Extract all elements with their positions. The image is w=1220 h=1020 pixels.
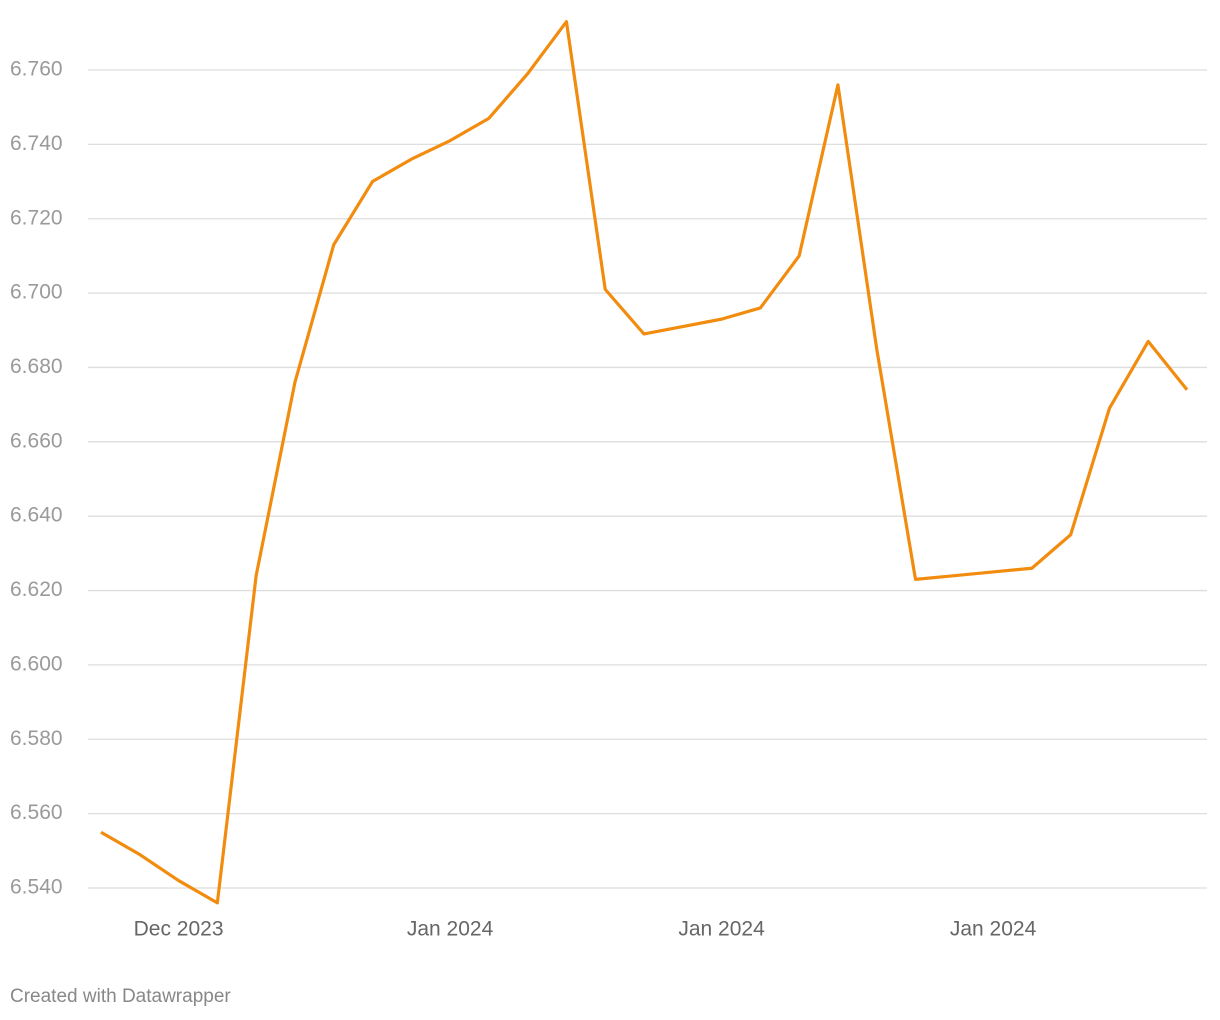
- y-tick-label: 6.700: [10, 281, 63, 304]
- line: [100, 20, 1189, 905]
- x-tick-label: Jan 2024: [678, 918, 765, 941]
- y-tick-label: 6.580: [10, 727, 63, 750]
- y-tick-label: 6.740: [10, 132, 63, 155]
- y-tick-label: 6.600: [10, 652, 63, 675]
- x-tick-label: Dec 2023: [134, 918, 224, 941]
- y-tick-label: 6.760: [10, 58, 63, 81]
- x-tick-label: Jan 2024: [950, 918, 1037, 941]
- y-tick-label: 6.680: [10, 355, 63, 378]
- y-tick-label: 6.660: [10, 429, 63, 452]
- y-tick-label: 6.560: [10, 801, 63, 824]
- y-tick-label: 6.620: [10, 578, 63, 601]
- y-tick-label: 6.640: [10, 504, 63, 527]
- plot: [100, 20, 1189, 905]
- y-tick-label: 6.720: [10, 206, 63, 229]
- y-tick-label: 6.540: [10, 876, 63, 899]
- x-tick-label: Jan 2024: [407, 918, 494, 941]
- grid: [88, 69, 1207, 889]
- footer: Created with Datawrapper: [10, 986, 231, 1007]
